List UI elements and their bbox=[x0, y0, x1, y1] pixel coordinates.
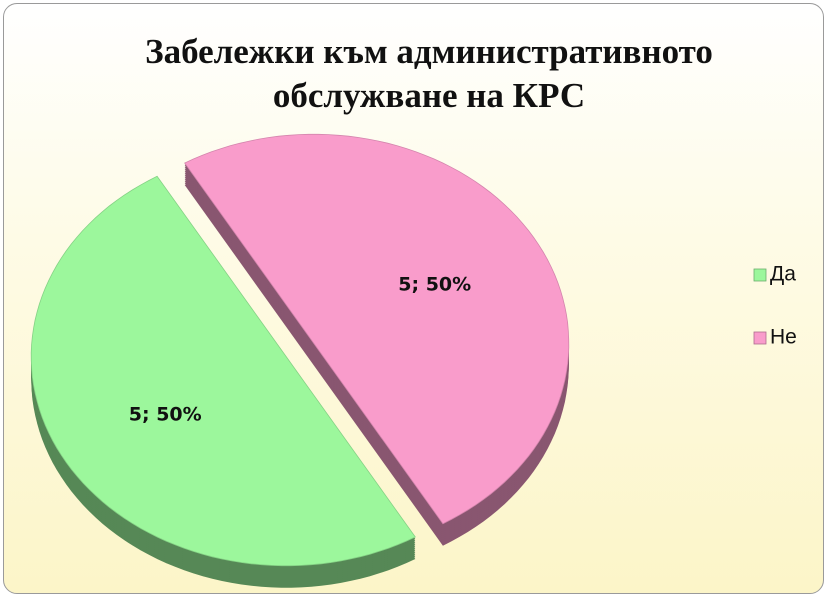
chart-frame: Забележки към административното обслужва… bbox=[3, 3, 824, 594]
value-label: 5; 50% bbox=[398, 274, 471, 296]
slice bbox=[30, 175, 416, 567]
legend-label: Да bbox=[770, 263, 796, 286]
slice bbox=[184, 133, 570, 525]
legend-swatch bbox=[753, 268, 767, 282]
value-label: 5; 50% bbox=[129, 403, 202, 425]
legend-label: Не bbox=[770, 326, 797, 349]
chart: 5; 50% 5; 50% Да Не bbox=[30, 133, 797, 588]
chart-title: Забележки към административното обслужва… bbox=[145, 32, 713, 115]
legend-swatch bbox=[753, 331, 767, 345]
